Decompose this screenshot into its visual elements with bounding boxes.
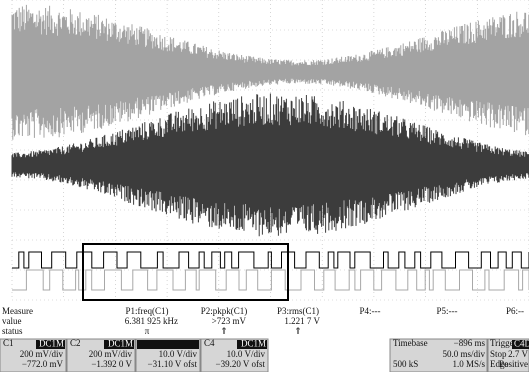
offset: −772.0 mV bbox=[22, 359, 64, 369]
param: P2:pkpk(C1) bbox=[201, 306, 248, 316]
scale: 200 mV/div bbox=[20, 349, 64, 359]
channel-c1[interactable]: C1 DC1M 200 mV/div −772.0 mV bbox=[0, 338, 66, 372]
measure-label: Measure bbox=[2, 306, 33, 316]
tab bbox=[137, 340, 199, 349]
channel-name: C2 bbox=[70, 338, 81, 348]
trigger-level: 2.7 V bbox=[508, 349, 528, 359]
status-icon: ⇑ bbox=[294, 326, 302, 336]
oscilloscope-screen: Measure P1:freq(C1) P2:pkpk(C1) P3:rms(C… bbox=[0, 0, 529, 372]
channel-name: C1 bbox=[3, 338, 14, 348]
value-label: value bbox=[2, 316, 22, 326]
param: P4:--- bbox=[360, 306, 381, 316]
offset: −39.20 V ofst bbox=[216, 359, 266, 369]
time-scale: 50.0 ms/div bbox=[442, 349, 485, 359]
value: 1.221 7 V bbox=[284, 316, 320, 326]
timebase-label: Timebase bbox=[393, 338, 428, 348]
scale: 200 mV/div bbox=[89, 349, 133, 359]
trigger-slope: Positive bbox=[499, 359, 528, 369]
timebase-box[interactable]: Timebase −896 ms 50.0 ms/div 500 kS 1.0 … bbox=[390, 338, 487, 372]
status-icon: π bbox=[145, 326, 150, 336]
status-label: status bbox=[2, 326, 23, 336]
coupling: DC1M bbox=[108, 339, 133, 349]
offset: −1.392 0 V bbox=[91, 359, 132, 369]
param: P6:-- bbox=[506, 306, 524, 316]
status-icon: ⇑ bbox=[220, 326, 228, 336]
scale: 10.0 V/div bbox=[159, 349, 198, 359]
delay: −896 ms bbox=[454, 338, 486, 348]
param: P1:freq(C1) bbox=[126, 306, 169, 316]
offset: −31.10 V ofst bbox=[148, 359, 198, 369]
channel-c4[interactable]: C4 DC1M 10.0 V/div −39.20 V ofst bbox=[201, 338, 268, 372]
param: P5:--- bbox=[437, 306, 458, 316]
samples: 500 kS bbox=[393, 359, 418, 369]
value: 6.381 925 kHz bbox=[125, 316, 178, 326]
rate: 1.0 MS/s bbox=[452, 359, 485, 369]
channel-name: C4 bbox=[204, 338, 215, 348]
channel-c3[interactable]: 10.0 V/div −31.10 V ofst bbox=[136, 339, 200, 372]
coupling: DC1M bbox=[39, 339, 64, 349]
param: P3:rms(C1) bbox=[277, 306, 319, 316]
value: >723 mV bbox=[212, 316, 247, 326]
channel-c2[interactable]: C2 DC1M 200 mV/div −1.392 0 V bbox=[67, 338, 135, 372]
scale: 10.0 V/div bbox=[227, 349, 266, 359]
coupling: DC1M bbox=[241, 339, 266, 349]
trigger-mode: Stop bbox=[490, 349, 507, 359]
